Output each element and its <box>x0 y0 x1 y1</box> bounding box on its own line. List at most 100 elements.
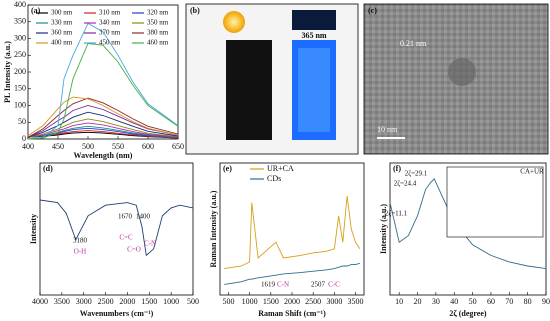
annotation: 2ζ=29.1 <box>405 170 428 178</box>
x-axis-label: Raman Shift (cm⁻¹) <box>258 309 326 318</box>
annotation: 2ζ=11.1 <box>385 210 408 218</box>
panel-label: (a) <box>31 6 41 15</box>
annotation: C-C <box>328 281 340 289</box>
y-tick-label: 250 <box>14 50 26 59</box>
legend-label: 370 nm <box>99 29 121 37</box>
annotation: C=C <box>119 234 133 242</box>
y-axis-label: PL Intensity (a.u.) <box>3 41 12 103</box>
series-line <box>224 195 361 270</box>
x-tick-label: 400 <box>22 142 34 151</box>
annotation: CA+UR <box>520 168 544 176</box>
series-line <box>27 111 179 138</box>
x-tick-label: 40 <box>450 297 458 306</box>
x-tick-label: 1500 <box>141 297 157 306</box>
legend-label: 450 nm <box>99 39 121 47</box>
annotation: 3180 <box>73 237 88 245</box>
y-axis-label: Intensity <box>29 214 38 244</box>
legend-label: 400 nm <box>51 39 73 47</box>
series-line <box>27 131 179 139</box>
y-tick-label: 100 <box>14 100 26 109</box>
x-tick-label: 500 <box>187 297 199 306</box>
x-tick-label: 600 <box>142 142 154 151</box>
y-tick-label: 300 <box>14 33 26 42</box>
y-axis-label: Intensity (a.u.) <box>379 204 388 254</box>
x-tick-label: 3500 <box>54 297 70 306</box>
series-line <box>224 262 360 285</box>
annotation: 1400 <box>136 213 151 221</box>
series-line <box>389 178 547 270</box>
x-tick-label: 30 <box>432 297 440 306</box>
x-tick-label: 500 <box>82 142 94 151</box>
x-tick-label: 2500 <box>305 297 321 306</box>
legend-label: 300 nm <box>51 9 73 17</box>
legend-label: 350 nm <box>147 19 169 27</box>
legend-label: 340 nm <box>99 19 121 27</box>
plot-frame <box>389 162 547 296</box>
annotation: C-N <box>144 240 156 248</box>
x-tick-label: 3500 <box>348 297 364 306</box>
x-tick-label: 1000 <box>242 297 258 306</box>
annotation: C-N <box>277 281 289 289</box>
panel-label: (b) <box>190 6 200 15</box>
annotation: C=O <box>127 246 141 254</box>
legend-label: 320 nm <box>147 9 169 17</box>
x-tick-label: 2000 <box>284 297 300 306</box>
plot-frame <box>219 162 365 296</box>
y-tick-label: 50 <box>18 117 26 126</box>
legend-label: UR+CA <box>267 164 294 173</box>
x-tick-label: 2500 <box>98 297 114 306</box>
x-tick-label: 650 <box>172 142 184 151</box>
annotation: 2ζ=24.4 <box>394 180 417 188</box>
x-axis-label: Wavenumbers (cm⁻¹) <box>80 309 154 318</box>
series-line <box>27 122 179 138</box>
x-axis-label: Wavelength (nm) <box>74 151 133 160</box>
photo-c: (c) 0.21 nm 10 nm <box>363 3 549 155</box>
x-tick-label: 60 <box>487 297 495 306</box>
panel-label: (f) <box>393 164 401 173</box>
series-line <box>39 199 194 257</box>
x-tick-label: 450 <box>52 142 64 151</box>
x-tick-label: 10 <box>395 297 403 306</box>
x-tick-label: 4000 <box>32 297 48 306</box>
x-tick-label: 500 <box>222 297 234 306</box>
y-tick-label: 0 <box>22 134 26 143</box>
x-tick-label: 1500 <box>263 297 279 306</box>
series-line <box>27 96 179 137</box>
y-tick-label: 150 <box>14 84 26 93</box>
legend-label: 310 nm <box>99 9 121 17</box>
panel-label: (e) <box>223 164 232 173</box>
x-tick-label: 2000 <box>119 297 135 306</box>
x-tick-label: 3000 <box>326 297 342 306</box>
x-tick-label: 20 <box>414 297 422 306</box>
caption: 365 nm <box>301 31 326 40</box>
annotation: 1619 <box>261 281 276 289</box>
y-tick-label: 400 <box>14 0 26 9</box>
y-axis-label: Raman Intensity (a.u.) <box>209 190 218 267</box>
x-tick-label: 80 <box>524 297 532 306</box>
x-tick-label: 550 <box>112 142 124 151</box>
annotation: 2507 <box>311 281 326 289</box>
panel-label: (d) <box>43 164 53 173</box>
legend-label: CDs <box>267 174 281 183</box>
panel-label: (c) <box>368 6 377 15</box>
series-line <box>27 105 179 138</box>
series-line <box>27 118 179 138</box>
annotation: 1670 <box>118 213 133 221</box>
legend-label: 460 nm <box>147 39 169 47</box>
x-tick-label: 90 <box>542 297 550 306</box>
lattice-label: 0.21 nm <box>400 39 427 48</box>
photo-b: (b) 365 nm <box>185 3 359 155</box>
x-tick-label: 3000 <box>76 297 92 306</box>
x-tick-label: 70 <box>505 297 513 306</box>
legend-label: 360 nm <box>51 29 73 37</box>
inset-frame <box>446 166 544 238</box>
series-line <box>27 97 179 138</box>
x-tick-label: 50 <box>469 297 477 306</box>
x-axis-label: 2ζ (degree) <box>449 309 486 318</box>
legend-label: 330 nm <box>51 19 73 27</box>
plot-frame <box>39 162 194 296</box>
series-line <box>27 125 179 138</box>
y-tick-label: 350 <box>14 17 26 26</box>
y-tick-label: 200 <box>14 67 26 76</box>
